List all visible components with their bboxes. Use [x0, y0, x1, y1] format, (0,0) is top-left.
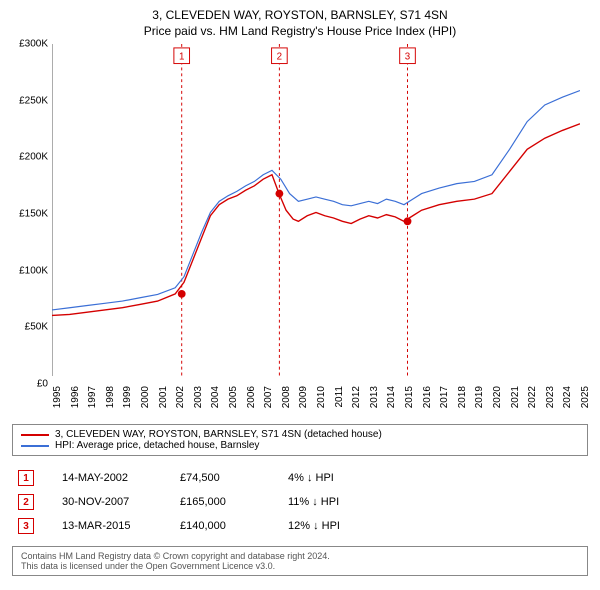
footer-box: Contains HM Land Registry data © Crown c…: [12, 546, 588, 576]
sale-delta-1: 4% ↓ HPI: [288, 472, 334, 484]
sale-price-3: £140,000: [180, 520, 260, 532]
x-tick-label: 2020: [492, 386, 503, 408]
x-tick-label: 2003: [193, 386, 204, 408]
x-tick-label: 2017: [439, 386, 450, 408]
sale-date-1: 14-MAY-2002: [62, 472, 152, 484]
x-tick-label: 2006: [246, 386, 257, 408]
y-tick-label: £150K: [19, 209, 52, 220]
chart-title-line1: 3, CLEVEDEN WAY, ROYSTON, BARNSLEY, S71 …: [12, 8, 588, 22]
legend-swatch-hpi: [21, 445, 49, 447]
legend-row-hpi: HPI: Average price, detached house, Barn…: [21, 440, 579, 451]
y-tick-label: £200K: [19, 152, 52, 163]
x-tick-label: 2008: [281, 386, 292, 408]
marker-badge-3: 3: [18, 518, 34, 534]
x-tick-label: 1999: [122, 386, 133, 408]
x-tick-label: 2022: [527, 386, 538, 408]
y-tick-label: £0: [37, 379, 52, 390]
sale-delta-3: 12% ↓ HPI: [288, 520, 340, 532]
sales-row-3: 3 13-MAR-2015 £140,000 12% ↓ HPI: [12, 514, 588, 538]
x-tick-label: 2012: [351, 386, 362, 408]
x-tick-label: 2013: [369, 386, 380, 408]
y-tick-label: £250K: [19, 95, 52, 106]
x-tick-label: 2021: [510, 386, 521, 408]
chart-title-line2: Price paid vs. HM Land Registry's House …: [12, 24, 588, 38]
sale-date-3: 13-MAR-2015: [62, 520, 152, 532]
chart-plot-area: 123 £0£50K£100K£150K£200K£250K£300K: [52, 44, 580, 384]
x-tick-label: 1998: [105, 386, 116, 408]
legend-label-hpi: HPI: Average price, detached house, Barn…: [55, 440, 259, 451]
x-tick-label: 2016: [422, 386, 433, 408]
y-tick-label: £300K: [19, 39, 52, 50]
x-tick-label: 2010: [316, 386, 327, 408]
x-tick-label: 2011: [334, 386, 345, 408]
x-tick-label: 2004: [210, 386, 221, 408]
x-tick-label: 2024: [562, 386, 573, 408]
legend-swatch-property: [21, 434, 49, 436]
x-tick-label: 2023: [545, 386, 556, 408]
x-tick-label: 2018: [457, 386, 468, 408]
marker-badge-1: 1: [18, 470, 34, 486]
x-axis: 1995 1996 1997 1998 1999 2000 2001 2002 2003 2004…: [52, 384, 580, 418]
legend-label-property: 3, CLEVEDEN WAY, ROYSTON, BARNSLEY, S71 …: [55, 429, 382, 440]
sales-table: 1 14-MAY-2002 £74,500 4% ↓ HPI 2 30-NOV-…: [12, 466, 588, 538]
x-tick-label: 2019: [474, 386, 485, 408]
x-tick-label: 1996: [70, 386, 81, 408]
footer-line2: This data is licensed under the Open Gov…: [21, 561, 579, 571]
sales-row-2: 2 30-NOV-2007 £165,000 11% ↓ HPI: [12, 490, 588, 514]
footer-line1: Contains HM Land Registry data © Crown c…: [21, 551, 579, 561]
sale-price-1: £74,500: [180, 472, 260, 484]
chart-svg: 1 2 3: [52, 44, 580, 376]
x-tick-label: 2001: [158, 386, 169, 408]
x-tick-label: 2002: [175, 386, 186, 408]
sale-price-2: £165,000: [180, 496, 260, 508]
x-tick-label: 2025: [580, 386, 591, 408]
y-tick-label: £50K: [25, 322, 52, 333]
legend-row-property: 3, CLEVEDEN WAY, ROYSTON, BARNSLEY, S71 …: [21, 429, 579, 440]
y-tick-label: £100K: [19, 265, 52, 276]
svg-text:3: 3: [405, 52, 410, 63]
x-tick-label: 2015: [404, 386, 415, 408]
sales-row-1: 1 14-MAY-2002 £74,500 4% ↓ HPI: [12, 466, 588, 490]
x-tick-label: 2007: [263, 386, 274, 408]
marker-badge-2: 2: [18, 494, 34, 510]
sale-date-2: 30-NOV-2007: [62, 496, 152, 508]
x-tick-label: 2009: [298, 386, 309, 408]
x-tick-label: 2005: [228, 386, 239, 408]
x-tick-label: 2000: [140, 386, 151, 408]
legend-box: 3, CLEVEDEN WAY, ROYSTON, BARNSLEY, S71 …: [12, 424, 588, 456]
svg-text:1: 1: [179, 52, 184, 63]
sale-delta-2: 11% ↓ HPI: [288, 496, 339, 508]
x-tick-label: 1995: [52, 386, 63, 408]
x-tick-label: 2014: [386, 386, 397, 408]
svg-text:2: 2: [277, 52, 282, 63]
x-tick-label: 1997: [87, 386, 98, 408]
